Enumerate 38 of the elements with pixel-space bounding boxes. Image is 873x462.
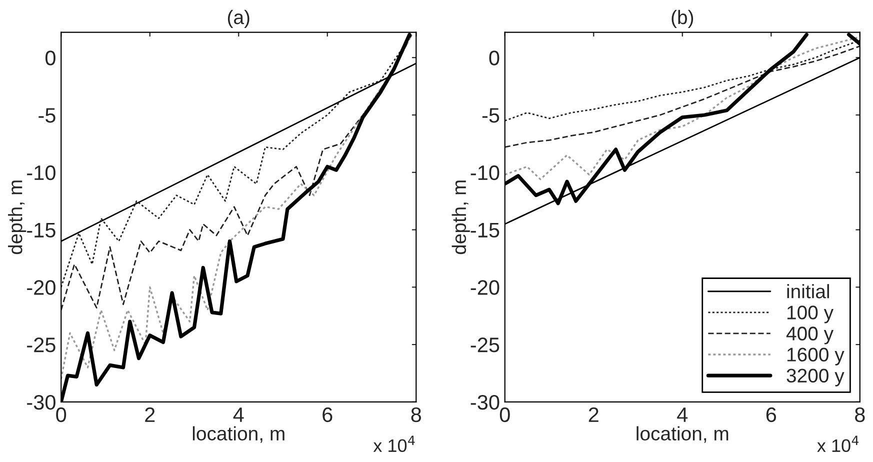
legend-label: 3200 y (786, 368, 844, 386)
y-tick-label: -30 (470, 394, 500, 410)
y-axis-title: depth, m (452, 180, 470, 254)
y-tick-label: -5 (482, 108, 500, 123)
y-tick-label: -10 (27, 165, 56, 180)
x-tick-label: 2 (588, 407, 598, 422)
chart-title: (b) (672, 10, 694, 28)
y-tick-label: -25 (27, 338, 56, 352)
y-tick-label: -20 (470, 280, 500, 295)
y-tick-label: 0 (489, 50, 500, 66)
y-tick-label: -15 (27, 222, 56, 238)
x-tick-label: 0 (56, 407, 66, 422)
x-tick-label: 4 (677, 408, 688, 422)
y-tick-label: -25 (470, 338, 500, 352)
legend-label: 100 y (787, 306, 834, 324)
x-tick-label: 6 (766, 407, 776, 422)
legend-label: 1600 y (787, 348, 844, 366)
legend-label: initial (787, 284, 829, 298)
y-axis-title: depth, m (8, 180, 26, 254)
legend-label: 400 y (786, 326, 834, 344)
x-axis-title: location, m (192, 426, 284, 443)
x-tick-label: 6 (322, 407, 332, 422)
y-tick-label: 0 (45, 50, 56, 66)
x-tick-label: 0 (500, 407, 510, 422)
y-tick-label: -5 (38, 108, 56, 123)
y-tick-label: -20 (27, 280, 56, 295)
chart-title: (a) (228, 10, 250, 28)
x-tick-label: 8 (411, 407, 422, 422)
text: x 10$^{4}$ (373, 436, 415, 452)
x-tick-label: 4 (233, 408, 244, 422)
text: x 10$^{4}$ (817, 436, 859, 452)
x-tick-label: 8 (855, 407, 865, 422)
x-axis-title: location, m (636, 426, 728, 443)
line-series (504, 36, 860, 180)
y-tick-label: -10 (470, 165, 500, 180)
x-tick-label: 2 (145, 407, 155, 422)
y-tick-label: -30 (27, 394, 56, 410)
y-tick-label: -15 (470, 222, 500, 238)
